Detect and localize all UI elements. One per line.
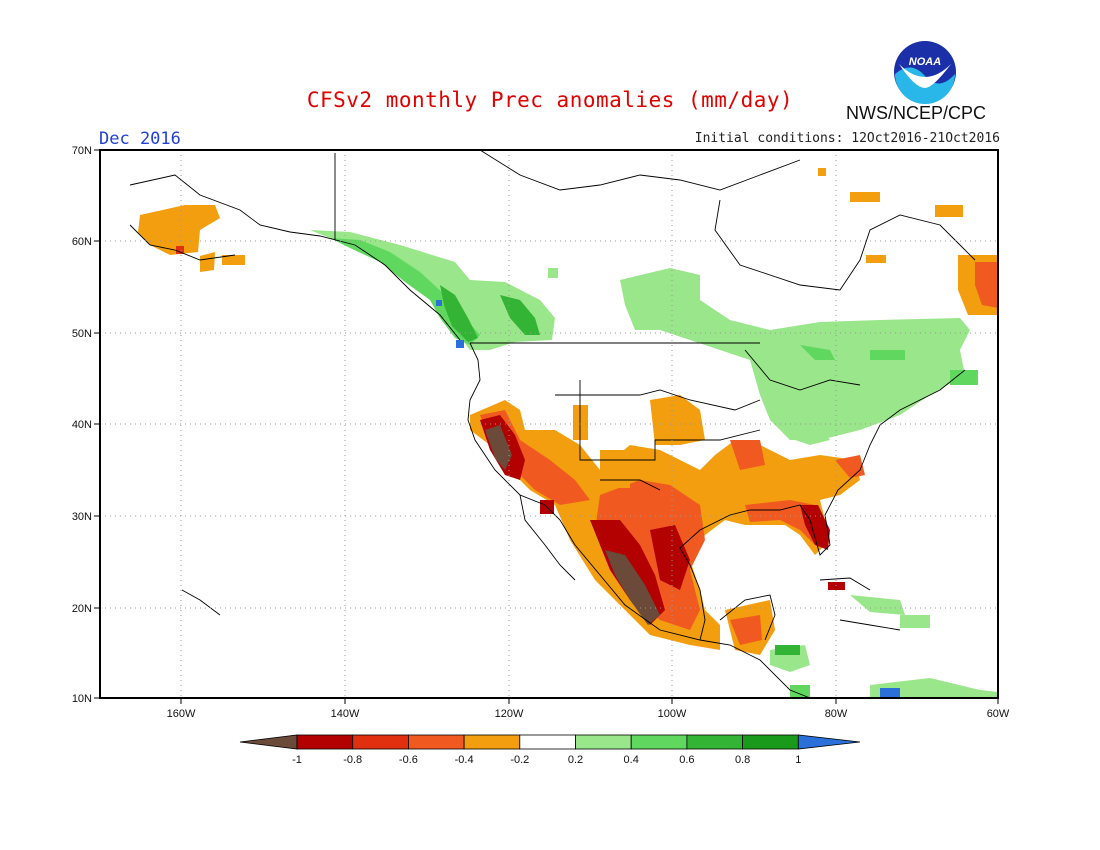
lon-label-160w: 160W	[167, 708, 196, 720]
lon-label-100w: 100W	[658, 708, 687, 720]
legend-tick-label: 0.8	[735, 754, 750, 766]
agency-label: NWS/NCEP/CPC	[846, 103, 987, 123]
map-title: CFSv2 monthly Prec anomalies (mm/day)	[306, 88, 794, 112]
lat-label-30n: 30N	[72, 511, 92, 523]
legend-swatch	[575, 734, 632, 750]
legend-tick-label: -0.8	[343, 754, 362, 766]
initial-conditions: Initial conditions: 12Oct2016-21Oct2016	[694, 131, 1000, 146]
legend-tick-label: -0.4	[455, 754, 474, 766]
lon-labels: 160W 140W 120W 100W 80W 60W	[167, 708, 1010, 720]
legend-tick-label: -1	[292, 754, 302, 766]
legend-swatch	[742, 734, 799, 750]
legend-swatch	[463, 734, 521, 750]
lat-label-20n: 20N	[72, 603, 92, 615]
valid-month: Dec 2016	[99, 129, 181, 149]
legend-tick-label: 0.6	[679, 754, 694, 766]
lat-label-70n: 70N	[72, 145, 92, 157]
legend-tick-label: 0.4	[624, 754, 639, 766]
legend-swatch	[519, 734, 576, 750]
lon-label-80w: 80W	[825, 708, 848, 720]
lat-labels: 70N 60N 50N 40N 30N 20N 10N	[72, 145, 92, 705]
legend-tick-label: 1	[795, 754, 801, 766]
legend-tick-label: -0.6	[399, 754, 418, 766]
legend-arrow-low	[239, 734, 298, 750]
lon-label-60w: 60W	[987, 708, 1010, 720]
legend-swatch	[686, 734, 744, 750]
lat-label-50n: 50N	[72, 328, 92, 340]
legend-swatch	[352, 734, 409, 750]
legend-swatch	[296, 734, 354, 750]
lat-label-10n: 10N	[72, 693, 92, 705]
legend-tick-label: -0.2	[510, 754, 529, 766]
legend-swatch	[630, 734, 688, 750]
color-legend: -1 -0.8 -0.6 -0.4 -0.2 0.2 0.4 0.6 0.8 1	[239, 734, 861, 766]
anomaly-shading	[138, 168, 998, 698]
noaa-logo: NOAA	[894, 41, 956, 104]
lon-label-120w: 120W	[495, 708, 524, 720]
coastlines	[129, 149, 976, 699]
legend-tick-label: 0.2	[568, 754, 583, 766]
noaa-logo-text: NOAA	[909, 56, 941, 68]
legend-arrow-high	[797, 734, 861, 750]
lat-label-40n: 40N	[72, 419, 92, 431]
axis-ticks	[94, 149, 999, 704]
lat-label-60n: 60N	[72, 236, 92, 248]
legend-swatch	[407, 734, 465, 750]
lon-label-140w: 140W	[331, 708, 360, 720]
